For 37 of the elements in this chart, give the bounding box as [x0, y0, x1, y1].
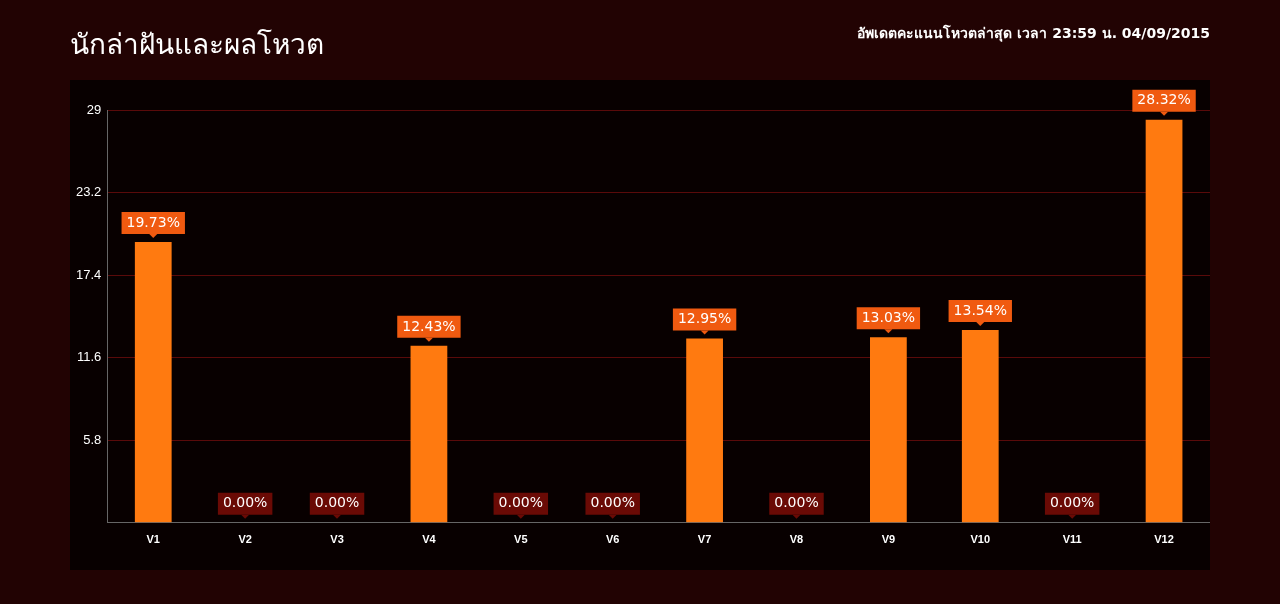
x-tick-label: V9: [881, 533, 896, 546]
x-tick-label: V3: [330, 533, 344, 546]
x-tick-label: V2: [238, 533, 252, 546]
bar: [961, 330, 999, 523]
bar: [686, 338, 723, 523]
bar: [870, 337, 907, 523]
x-tick-label: V1: [146, 533, 160, 546]
data-label: 0.00%: [314, 494, 360, 511]
chart-title: นักล่าฝันและผลโหวต: [70, 27, 324, 63]
data-label: 19.73%: [126, 213, 180, 230]
bar: [410, 345, 448, 523]
x-tick-label: V12: [1154, 533, 1174, 546]
data-label: 12.43%: [402, 317, 456, 334]
x-tick-label: V4: [422, 533, 437, 546]
x-tick-label: V8: [789, 533, 804, 546]
data-label: 0.00%: [590, 494, 635, 511]
data-label: 13.54%: [953, 301, 1007, 318]
bar: [1145, 119, 1183, 523]
y-tick-label: 17.4: [75, 266, 102, 282]
y-tick-label: 23.2: [75, 184, 102, 200]
x-tick-label: V7: [697, 533, 712, 546]
x-tick-label: V11: [1062, 533, 1082, 546]
data-label: 0.00%: [1049, 494, 1095, 511]
x-tick-label: V5: [514, 533, 528, 546]
y-tick-label: 29: [86, 101, 102, 117]
data-label: 0.00%: [222, 494, 268, 511]
data-label: 0.00%: [498, 494, 544, 511]
bar: [134, 241, 172, 523]
y-tick-label: 5.8: [83, 431, 102, 447]
data-label: 13.03%: [861, 308, 916, 325]
data-label: 12.95%: [677, 310, 732, 327]
y-tick-label: 11.6: [76, 349, 102, 365]
data-label: 28.32%: [1137, 91, 1191, 108]
data-label: 0.00%: [774, 494, 819, 511]
x-tick-label: V6: [605, 533, 620, 546]
x-tick-label: V10: [970, 533, 991, 546]
chart-subtitle: อัพเดตคะแนนโหวตล่าสุด เวลา 23:59 น. 04/09/2015: [857, 23, 1210, 44]
